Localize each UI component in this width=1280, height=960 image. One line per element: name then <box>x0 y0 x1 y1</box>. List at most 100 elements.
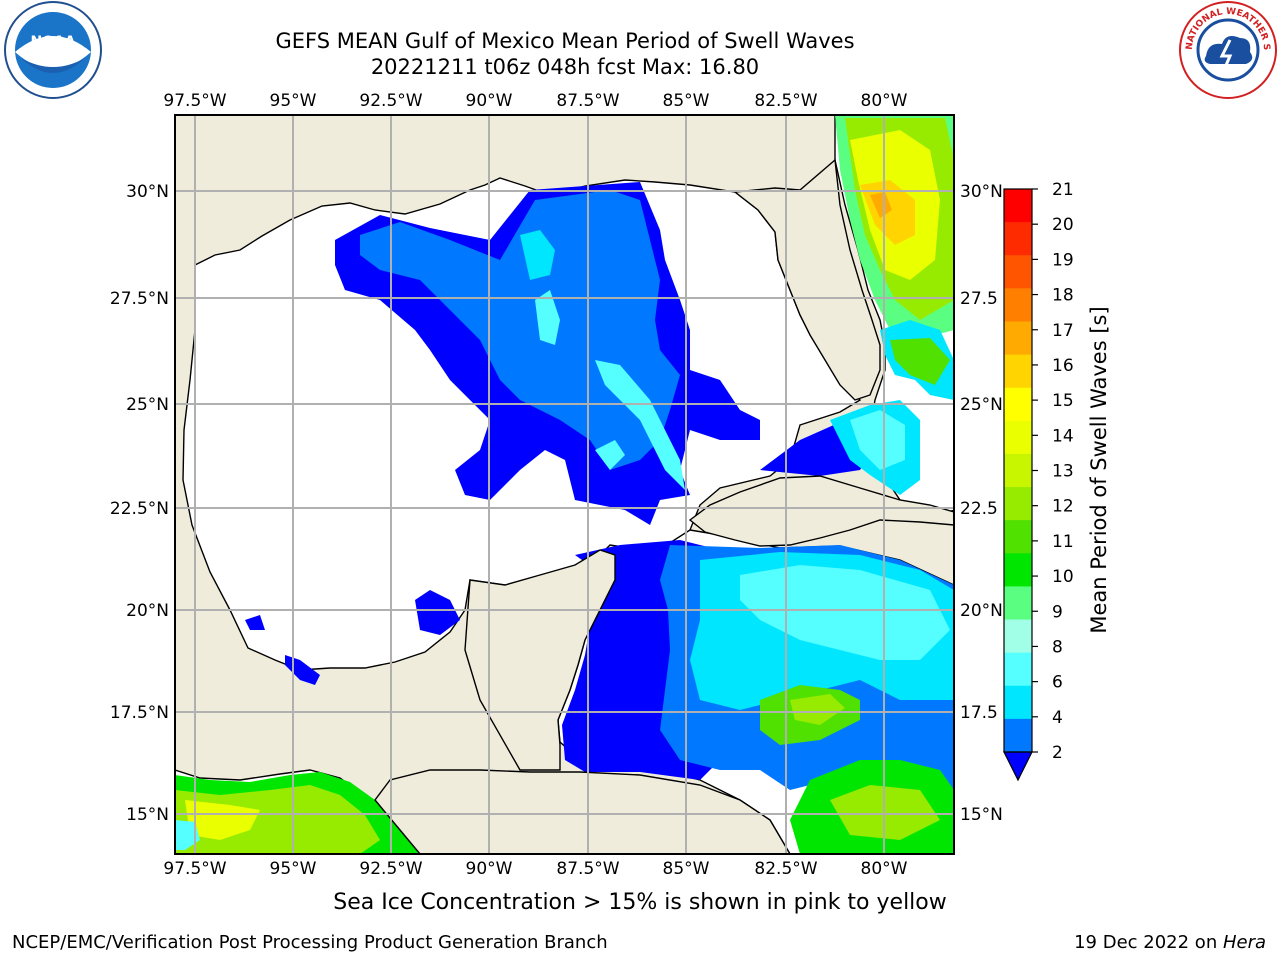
cuba-land <box>688 475 954 547</box>
caribbean-swell-8-9 <box>740 565 950 660</box>
colorbar-tick-label: 15 <box>1052 391 1074 411</box>
lon-label: 87.5°W <box>556 91 619 111</box>
colorbar-band <box>1004 255 1032 289</box>
colorbar-band <box>1004 189 1032 223</box>
lat-labels-right: 30°N 27.5 25°N 22.5 20°N 17.5 15°N <box>960 182 1003 825</box>
colorbar-band <box>1004 453 1032 488</box>
footer-date-text: 19 Dec 2022 on <box>1074 932 1223 953</box>
map-area <box>175 115 954 854</box>
map-title: GEFS MEAN Gulf of Mexico Mean Period of … <box>275 29 855 53</box>
lat-label: 27.5°N <box>110 289 169 309</box>
lon-label: 92.5°W <box>359 91 422 111</box>
lat-label: 27.5 <box>960 289 998 309</box>
lon-label: 80°W <box>861 859 908 879</box>
lat-label: 20°N <box>960 601 1003 621</box>
gulf-swell-6-8b <box>535 290 560 345</box>
colorbar-tick-label: 11 <box>1052 532 1074 552</box>
gulf-swell-4-6 <box>360 190 680 470</box>
colorbar-band <box>1004 222 1032 256</box>
lon-label: 87.5°W <box>556 859 619 879</box>
atlantic-swell-10-12 <box>890 338 950 385</box>
lon-label: 85°W <box>663 91 710 111</box>
colorbar-tick-label: 16 <box>1052 356 1074 376</box>
lon-label: 92.5°W <box>359 859 422 879</box>
nws-logo: NATIONAL WEATHER SERVICE <box>1178 0 1277 99</box>
colorbar-band <box>1004 387 1032 422</box>
gulf-swell-6-8d <box>595 440 625 470</box>
lat-label: 20°N <box>126 601 169 621</box>
lon-label: 85°W <box>663 859 710 879</box>
lat-label: 15°N <box>960 805 1003 825</box>
lon-label: 97.5°W <box>163 91 226 111</box>
lon-label: 97.5°W <box>163 859 226 879</box>
colorbar-extend-arrow <box>1003 751 1033 782</box>
lon-labels-bottom: 97.5°W 95°W 92.5°W 90°W 87.5°W 85°W 82.5… <box>163 859 907 879</box>
colorbar-band <box>1004 487 1032 521</box>
colorbar-ticks: 21 20 19 18 17 16 15 14 13 12 11 10 9 8 6 4 2 <box>1032 180 1074 763</box>
colorbar-band <box>1004 619 1032 654</box>
lat-label: 25°N <box>126 395 169 415</box>
colorbar-tick-label: 17 <box>1052 321 1074 341</box>
lat-label: 22.5 <box>960 499 998 519</box>
colorbar-band <box>1004 288 1032 322</box>
colorbar-band <box>1004 586 1032 621</box>
colorbar-tick-label: 4 <box>1052 708 1063 728</box>
colorbar-band <box>1004 718 1032 753</box>
pacific-swell-14-15 <box>185 800 260 840</box>
sea-ice-note: Sea Ice Concentration > 15% is shown in … <box>333 890 947 915</box>
footer-credit: NCEP/EMC/Verification Post Processing Pr… <box>12 932 608 953</box>
gulf-swell-6-8 <box>520 230 555 280</box>
lat-label: 30°N <box>126 182 169 202</box>
colorbar-band <box>1004 354 1032 389</box>
gulf-swell-mexico-coast <box>245 615 320 685</box>
lon-label: 95°W <box>270 859 317 879</box>
colorbar: 21 20 19 18 17 16 15 14 13 12 11 10 9 8 6 4 2 Mean Perio… <box>1003 180 1111 782</box>
lat-label: 25°N <box>960 395 1003 415</box>
colorbar-tick-label: 2 <box>1052 743 1063 763</box>
colorbar-band <box>1004 652 1032 687</box>
lon-label: 90°W <box>466 91 513 111</box>
lon-label: 90°W <box>466 859 513 879</box>
lat-label: 17.5 <box>960 703 998 723</box>
colorbar-tick-label: 14 <box>1052 426 1074 446</box>
pacific-swell-8-9 <box>175 820 200 850</box>
colorbar-band <box>1004 420 1032 455</box>
lon-label: 82.5°W <box>754 91 817 111</box>
noaa-logo-text: NOAA <box>31 34 76 50</box>
straits-swell-8-9 <box>850 410 905 470</box>
graticule <box>175 115 954 854</box>
lat-label: 22.5°N <box>110 499 169 519</box>
florida-land <box>733 158 881 401</box>
lat-label: 15°N <box>126 805 169 825</box>
lon-label: 80°W <box>861 91 908 111</box>
lat-label: 17.5°N <box>110 703 169 723</box>
colorbar-band <box>1004 520 1032 554</box>
caribbean-swell-12-13 <box>790 694 845 725</box>
colorbar-band <box>1004 553 1032 587</box>
atlantic-swell-max <box>870 192 892 218</box>
colorbar-band <box>1004 321 1032 356</box>
colorbar-bands <box>1004 189 1032 753</box>
footer-date: 19 Dec 2022 on Hera <box>1074 932 1266 953</box>
lon-labels-top: 97.5°W 95°W 92.5°W 90°W 87.5°W 85°W 82.5… <box>163 91 907 111</box>
colorbar-tick-label: 20 <box>1052 215 1074 235</box>
map-subtitle: 20221211 t06z 048h fcst Max: 16.80 <box>370 55 760 79</box>
colorbar-tick-label: 12 <box>1052 497 1074 517</box>
colorbar-tick-label: 19 <box>1052 250 1074 270</box>
yucatan-land <box>464 549 616 771</box>
colorbar-tick-label: 13 <box>1052 462 1074 482</box>
colorbar-tick-label: 18 <box>1052 286 1074 306</box>
lat-label: 30°N <box>960 182 1003 202</box>
colorbar-tick-label: 21 <box>1052 180 1074 200</box>
lon-label: 82.5°W <box>754 859 817 879</box>
colorbar-band <box>1004 685 1032 720</box>
lon-label: 95°W <box>270 91 317 111</box>
colorbar-tick-label: 10 <box>1052 567 1074 587</box>
colorbar-tick-label: 6 <box>1052 673 1063 693</box>
colorbar-label: Mean Period of Swell Waves [s] <box>1087 306 1111 633</box>
footer-host: Hera <box>1222 932 1266 953</box>
gulf-swell-campeche <box>415 590 460 635</box>
noaa-logo: NOAA <box>4 1 102 99</box>
colorbar-tick-label: 9 <box>1052 602 1063 622</box>
